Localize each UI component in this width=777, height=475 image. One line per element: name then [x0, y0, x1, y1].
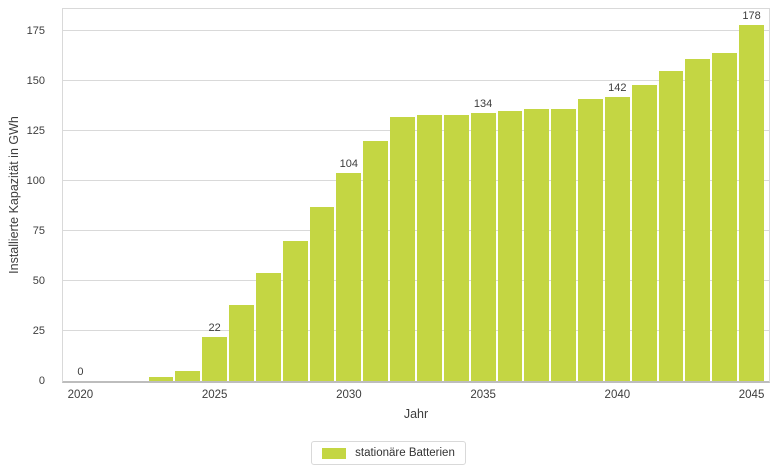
- y-tick-label-100: 100: [26, 175, 45, 187]
- bar-2040: [604, 97, 630, 381]
- gridline-150: [63, 80, 769, 81]
- bar-slot-2024: [175, 9, 201, 381]
- bar-2044: [712, 53, 738, 381]
- bar-2023: [148, 377, 174, 381]
- bar-2036: [497, 111, 523, 381]
- legend-label: stationäre Batterien: [355, 447, 455, 459]
- bar-slot-2022: [122, 9, 147, 381]
- y-tick-label-25: 25: [32, 325, 45, 337]
- bar-slot-2041: [631, 9, 657, 381]
- bar-slot-2029: [309, 9, 335, 381]
- y-tick-label-150: 150: [26, 75, 45, 87]
- bar-slot-2034: [443, 9, 469, 381]
- x-tick-label-2040: 2040: [604, 389, 631, 401]
- gridline-100: [63, 180, 769, 181]
- bar-slot-2033: [416, 9, 442, 381]
- bar-slot-2038: [551, 9, 577, 381]
- legend: stationäre Batterien: [311, 441, 466, 465]
- bar-2030: [336, 173, 362, 381]
- bar-2037: [524, 109, 550, 381]
- bar-2026: [229, 305, 254, 381]
- bar-slot-2028: [282, 9, 308, 381]
- legend-swatch: [322, 447, 347, 459]
- bar-value-label-2040: 142: [608, 82, 627, 94]
- bar-2032: [390, 117, 415, 381]
- y-axis-tick-labels: 0 25 50 75 100 125 150 175: [0, 8, 62, 387]
- bar-slot-2021: [95, 9, 120, 381]
- x-axis-tick-labels: 2020 2025 2030 2035 2040 2045: [62, 389, 770, 403]
- bar-2029: [309, 207, 335, 381]
- bar-2028: [282, 241, 308, 381]
- x-tick-label-2025: 2025: [201, 389, 228, 401]
- gridline-125: [63, 130, 769, 131]
- bar-slot-2035: 134: [470, 9, 496, 381]
- plot-area: 0 22 104 134 142 178: [62, 8, 770, 383]
- bar-2027: [255, 273, 281, 381]
- y-tick-label-0: 0: [38, 375, 45, 387]
- bar-2045: [739, 25, 764, 381]
- bar-slot-2037: [524, 9, 550, 381]
- gridline-25: [63, 330, 769, 331]
- bar-2031: [363, 141, 389, 381]
- y-tick-label-50: 50: [32, 275, 45, 287]
- gridline-175: [63, 30, 769, 31]
- bar-slot-2044: [712, 9, 738, 381]
- x-tick-label-2045: 2045: [738, 389, 765, 401]
- bar-slot-2045: 178: [739, 9, 764, 381]
- x-tick-label-2020: 2020: [67, 389, 94, 401]
- y-tick-label-125: 125: [26, 125, 45, 137]
- bar-slot-2026: [229, 9, 254, 381]
- bar-value-label-2045: 178: [742, 10, 761, 22]
- bar-slot-2031: [363, 9, 389, 381]
- bar-slot-2025: 22: [202, 9, 228, 381]
- bar-slot-2023: [148, 9, 174, 381]
- x-tick-label-2035: 2035: [470, 389, 496, 401]
- y-tick-label-175: 175: [26, 25, 45, 37]
- bar-2043: [685, 59, 711, 381]
- bar-slot-2032: [390, 9, 415, 381]
- x-tick-label-2030: 2030: [336, 389, 362, 401]
- bar-slot-2027: [255, 9, 281, 381]
- bar-2024: [175, 371, 201, 381]
- gridline-50: [63, 280, 769, 281]
- bar-value-label-2030: 104: [339, 158, 359, 170]
- x-axis-title: Jahr: [403, 407, 429, 421]
- bar-2035: [470, 113, 496, 381]
- legend-row: stationäre Batterien: [0, 441, 777, 465]
- bar-value-label-2020: 0: [77, 366, 84, 378]
- bar-slot-2043: [685, 9, 711, 381]
- bar-slot-2020: 0: [68, 9, 93, 381]
- bar-2033: [416, 115, 442, 381]
- bar-2025: [202, 337, 228, 381]
- bar-2034: [443, 115, 469, 381]
- bar-2042: [658, 71, 684, 381]
- bar-slot-2030: 104: [336, 9, 362, 381]
- bar-slot-2039: [578, 9, 603, 381]
- bar-slot-2042: [658, 9, 684, 381]
- bar-value-label-2025: 22: [208, 322, 221, 334]
- bar-2038: [551, 109, 577, 381]
- bar-slot-2036: [497, 9, 523, 381]
- bar-2041: [631, 85, 657, 381]
- bar-value-label-2035: 134: [473, 98, 493, 110]
- bar-series: 0 22 104 134 142 178: [63, 9, 769, 381]
- y-tick-label-75: 75: [32, 225, 45, 237]
- gridline-75: [63, 230, 769, 231]
- bar-slot-2040: 142: [604, 9, 630, 381]
- bar-2039: [578, 99, 603, 381]
